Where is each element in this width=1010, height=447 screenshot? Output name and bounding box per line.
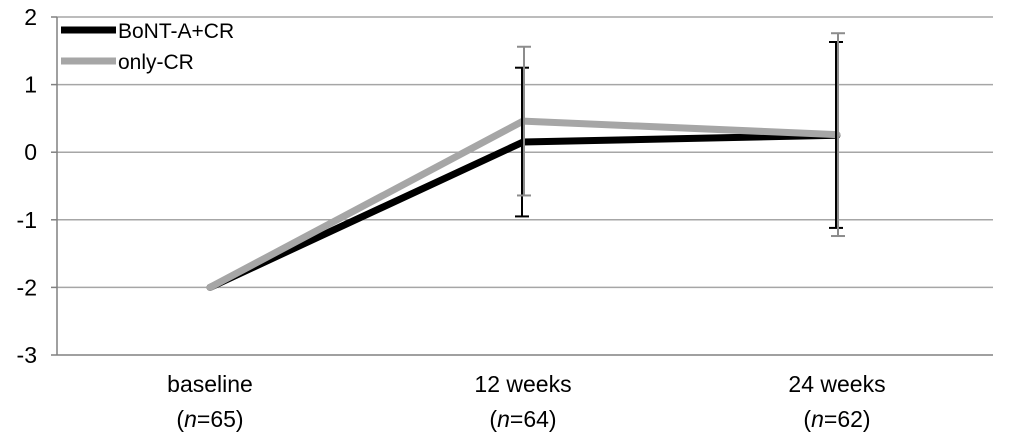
- y-tick-label: 2: [24, 4, 37, 30]
- y-tick-label: 1: [24, 72, 37, 98]
- sample-size-value: =64): [510, 406, 557, 432]
- legend: BoNT-A+CR only-CR: [61, 20, 234, 74]
- y-tick-label: -2: [17, 274, 37, 300]
- legend-label-bont-a-cr: BoNT-A+CR: [118, 20, 234, 43]
- x-category-sample-size: (n=64): [489, 406, 556, 432]
- x-category-sample-size: (n=62): [803, 406, 870, 432]
- x-category-label: baseline: [167, 371, 253, 397]
- sample-size-open-paren: (: [489, 406, 497, 432]
- y-tick-label: -3: [17, 342, 37, 368]
- sample-size-open-paren: (: [176, 406, 184, 432]
- legend-label-only-cr: only-CR: [118, 51, 194, 74]
- y-axis-tick-labels: -3 -2 -1 0 1 2: [17, 4, 37, 368]
- x-category-label: 12 weeks: [474, 371, 571, 397]
- x-axis-category-labels: baseline(n=65)12 weeks(n=64)24 weeks(n=6…: [167, 371, 885, 432]
- sample-size-symbol: n: [497, 406, 510, 432]
- sample-size-open-paren: (: [803, 406, 811, 432]
- sample-size-symbol: n: [811, 406, 824, 432]
- error-bars: [515, 32, 845, 238]
- y-tick-label: -1: [17, 207, 37, 233]
- x-category-sample-size: (n=65): [176, 406, 243, 432]
- sample-size-value: =65): [197, 406, 244, 432]
- sample-size-value: =62): [824, 406, 871, 432]
- axes: [51, 16, 993, 356]
- y-tick-label: 0: [24, 139, 37, 165]
- sample-size-symbol: n: [184, 406, 197, 432]
- x-category-label: 24 weeks: [788, 371, 885, 397]
